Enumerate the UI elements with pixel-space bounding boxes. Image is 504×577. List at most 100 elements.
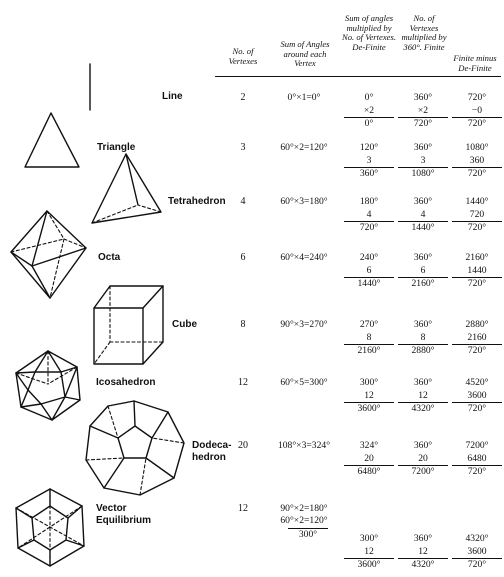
vertex-count: 20 (238, 440, 248, 451)
value-stack-a: 180° 4 720° (344, 196, 394, 235)
stack-value: ×2 (417, 104, 429, 116)
value-stack-c: 4520° 3600 720° (452, 377, 502, 416)
label-line: Line (162, 91, 183, 102)
header-vertexes-360: No. of Vertexes multiplied by 360°. Fini… (401, 13, 447, 52)
stack-value: 20 (418, 452, 428, 464)
stack-result: 1440° (398, 221, 448, 235)
value-stack-b: 360° 3 1080° (398, 142, 448, 181)
stack-result: 720° (452, 402, 502, 416)
stack-value: 4320° (465, 533, 489, 544)
label-tetrahedron: Tetrahedron (168, 196, 226, 207)
value-stack-c: 720° −0 720° (452, 92, 502, 131)
stack-result: 2160° (344, 344, 394, 358)
stack-result: 1080° (398, 167, 448, 181)
value-stack-a: 270° 8 2160° (344, 319, 394, 358)
label-cube: Cube (172, 319, 197, 330)
stack-result: 4320° (398, 558, 448, 572)
vertex-count: 2 (240, 92, 246, 103)
sum-angles: 90°×2=180° (280, 503, 328, 514)
stack-result: 6480° (344, 465, 394, 479)
stack-value: 180° (359, 196, 379, 207)
stack-value: ×2 (363, 104, 375, 116)
stack-value: 6 (366, 264, 372, 276)
stack-value: 360° (413, 377, 433, 388)
stack-value: −0 (471, 104, 483, 116)
value-stack-b: 360° 8 2880° (398, 319, 448, 358)
value-stack-a: 300° 12 3600° (344, 377, 394, 416)
vertex-count: 3 (240, 142, 246, 153)
stack-value: 4520° (465, 377, 489, 388)
stack-value: 3600 (467, 389, 487, 401)
sum-angles: 60°×4=240° (280, 252, 328, 263)
label-icosahedron: Icosahedron (96, 377, 156, 388)
stack-value: 360° (413, 319, 433, 330)
stack-result: 720° (344, 221, 394, 235)
stack-value: 6480 (467, 452, 487, 464)
sum-angles: 90°×3=270° (280, 319, 328, 330)
stack-value: 324° (359, 440, 379, 451)
stack-result: 2160° (398, 277, 448, 291)
stack-value: 0° (364, 92, 374, 103)
stack-value: 3600 (467, 545, 487, 557)
dodecahedron-figure (85, 400, 185, 496)
cube-figure (93, 285, 164, 365)
stack-result: 720° (398, 117, 448, 131)
stack-result: 720° (452, 344, 502, 358)
value-stack-c: 7200° 6480 720° (452, 440, 502, 479)
line-figure (89, 63, 91, 111)
value-stack-b: 360° 4 1440° (398, 196, 448, 235)
sum-angles-total: 300° (288, 528, 328, 541)
octahedron-figure (10, 210, 87, 299)
stack-value: 360° (413, 252, 433, 263)
header-vertexes: No. of Vertexes (228, 46, 258, 66)
stack-result: 720° (452, 167, 502, 181)
value-stack-b: 360° 20 7200° (398, 440, 448, 479)
stack-value: 360 (469, 154, 485, 166)
header-product: Sum of angles multiplied by No. of Verte… (342, 13, 396, 52)
stack-value: 20 (364, 452, 374, 464)
value-stack-b: 360° 12 4320° (398, 377, 448, 416)
value-stack-a: 240° 6 1440° (344, 252, 394, 291)
stack-result: 360° (344, 167, 394, 181)
stack-value: 2160 (467, 331, 487, 343)
value-stack-c: 1440° 720 720° (452, 196, 502, 235)
stack-value: 360° (413, 533, 433, 544)
stack-value: 7200° (465, 440, 489, 451)
triangle-figure (24, 112, 80, 168)
stack-value: 360° (413, 196, 433, 207)
stack-result: 1440° (344, 277, 394, 291)
stack-result: 720° (452, 558, 502, 572)
stack-result: 0° (344, 117, 394, 131)
stack-value: 4 (366, 208, 372, 220)
stack-value: 1440 (467, 264, 487, 276)
sum-angles-2: 60°×2=120° (280, 515, 328, 526)
stack-result: 3600° (344, 402, 394, 416)
vector-equilibrium-figure (15, 488, 85, 567)
stack-value: 6 (420, 264, 426, 276)
stack-value: 720° (467, 92, 487, 103)
stack-result: 3600° (344, 558, 394, 572)
stack-value: 360° (413, 440, 433, 451)
value-stack-a: 120° 3 360° (344, 142, 394, 181)
header-rule (215, 76, 501, 77)
header-finite-minus: Finite minus De-Finite (453, 53, 497, 73)
stack-value: 12 (364, 389, 374, 401)
stack-value: 120° (359, 142, 379, 153)
stack-value: 360° (413, 142, 433, 153)
sum-angles: 60°×3=180° (280, 196, 328, 207)
sum-angles: 108°×3=324° (277, 440, 331, 451)
value-stack-b: 360° 12 4320° (398, 533, 448, 572)
stack-value: 4 (420, 208, 426, 220)
label-dodecahedron: Dodeca-hedron (192, 440, 232, 463)
vertex-count: 12 (238, 503, 248, 514)
stack-result: 720° (452, 277, 502, 291)
value-stack-b: 360° ×2 720° (398, 92, 448, 131)
value-stack-a: 324° 20 6480° (344, 440, 394, 479)
stack-value: 2160° (465, 252, 489, 263)
stack-result: 720° (452, 117, 502, 131)
sum-angles: 60°×2=120° (280, 142, 328, 153)
value-stack-c: 2160° 1440 720° (452, 252, 502, 291)
vertex-count: 6 (240, 252, 246, 263)
header-sum-angles: Sum of Angles around each Vertex (280, 39, 330, 69)
stack-value: 12 (418, 545, 428, 557)
